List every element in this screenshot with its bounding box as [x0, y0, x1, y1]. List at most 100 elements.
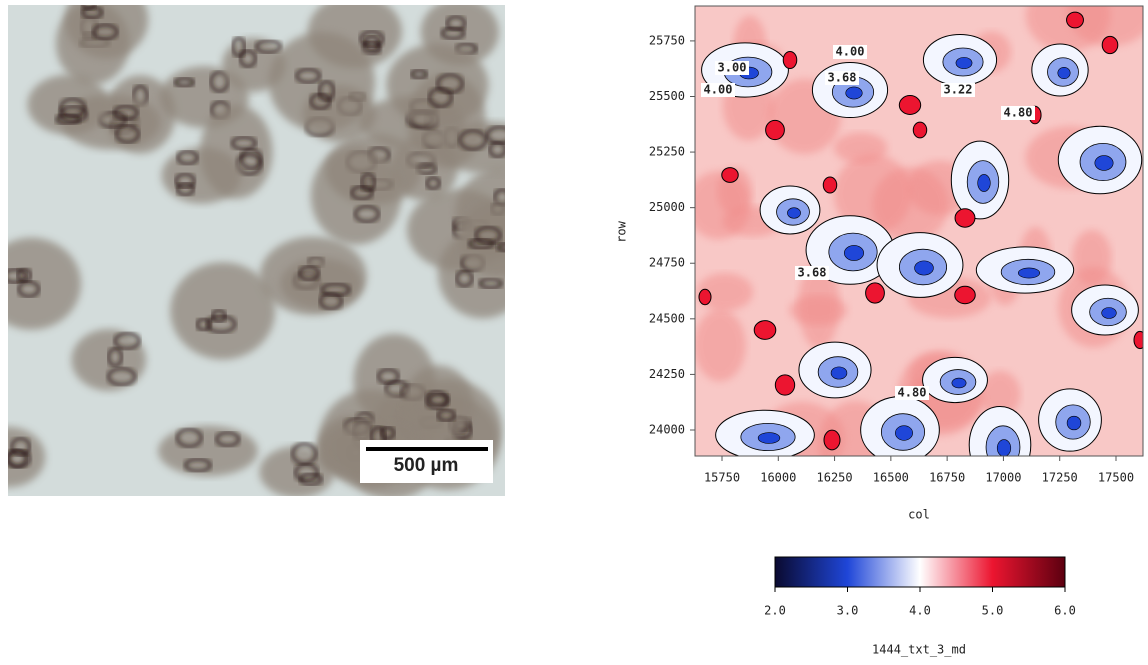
low-center — [996, 439, 1012, 456]
dark-spot — [114, 124, 141, 144]
contour-label-bg — [715, 61, 749, 75]
dark-spot — [436, 408, 457, 423]
low-center — [955, 57, 973, 69]
x-tick-label: 17250 — [1042, 471, 1078, 485]
contour-label: 3.22 — [944, 83, 973, 97]
low-center — [830, 366, 848, 380]
dark-spot — [478, 277, 504, 290]
dark-spot — [424, 389, 449, 410]
dark-spot — [427, 86, 454, 109]
y-tick-label: 24250 — [649, 367, 685, 381]
low-center — [1017, 267, 1041, 279]
x-tick-label: 15750 — [704, 471, 740, 485]
contour-label: 3.68 — [798, 266, 827, 280]
contour-label: 4.80 — [1004, 106, 1033, 120]
low-center — [895, 425, 913, 441]
plot-frame — [694, 5, 1144, 457]
x-tick-label: 16500 — [873, 471, 909, 485]
dark-spot — [91, 23, 119, 41]
colorbar-tick-label: 5.0 — [982, 604, 1004, 618]
y-tick-label: 25250 — [649, 145, 685, 159]
contour-label-bg — [825, 71, 859, 85]
colorbar-tick-label: 6.0 — [1054, 604, 1076, 618]
grain — [8, 237, 82, 330]
y-tick-label: 24000 — [649, 422, 685, 436]
contour-label: 4.00 — [704, 83, 733, 97]
low-center — [1057, 66, 1071, 80]
x-tick-label: 16750 — [929, 471, 965, 485]
contour-label-bg — [1001, 106, 1035, 120]
high-spot — [912, 121, 928, 139]
contour-label: 4.00 — [836, 45, 865, 59]
high-spot — [782, 51, 798, 69]
y-tick-label: 24500 — [649, 311, 685, 325]
dark-spot — [474, 225, 502, 245]
colorbar — [774, 556, 1066, 588]
grain — [161, 147, 242, 204]
grain — [310, 146, 402, 245]
dark-spot — [230, 135, 258, 151]
y-tick-label: 25500 — [649, 89, 685, 103]
dark-spot — [445, 15, 467, 32]
contour-label-bg — [833, 45, 867, 59]
high-spot — [954, 285, 976, 305]
dark-spot — [238, 49, 258, 68]
dark-spot — [8, 449, 32, 469]
dark-spot — [175, 427, 203, 448]
dark-spot — [81, 5, 97, 11]
y-tick-label: 24750 — [649, 256, 685, 270]
dark-spot — [254, 39, 283, 55]
low-center — [1101, 307, 1117, 319]
high-spot — [822, 176, 838, 194]
scale-bar-label: 500 µm — [394, 455, 459, 476]
contour-label-bg — [895, 386, 929, 400]
dark-spot — [10, 437, 32, 457]
x-tick-label: 16250 — [817, 471, 853, 485]
x-tick-label: 16000 — [760, 471, 796, 485]
high-spot — [753, 320, 777, 340]
dark-spot — [298, 472, 323, 486]
dark-spot — [295, 67, 322, 84]
dark-spot — [318, 291, 343, 311]
red-haze — [1072, 229, 1112, 286]
dark-spot — [455, 269, 474, 288]
dark-spot — [173, 76, 196, 88]
y-tick-label: 25750 — [649, 33, 685, 47]
contour-label-bg — [941, 83, 975, 97]
high-spot — [774, 374, 796, 396]
low-center — [844, 245, 864, 261]
red-haze — [798, 260, 840, 349]
dark-spot — [210, 308, 227, 324]
dark-spot — [485, 125, 505, 145]
dark-spot — [176, 149, 199, 166]
dark-spot — [209, 70, 230, 93]
contour-field: 4.00 3.00 4.00 3.68 3.22 4.80 3.68 4.80 — [695, 6, 1143, 456]
dark-spot — [297, 265, 321, 282]
low-center — [914, 260, 934, 276]
dark-spot — [8, 267, 28, 284]
high-spot — [865, 282, 885, 304]
micrograph — [8, 5, 505, 496]
dark-spot — [107, 346, 124, 368]
contour-label-bg — [701, 83, 735, 97]
dark-spot — [360, 40, 382, 56]
dark-spot — [231, 36, 247, 58]
high-spot — [1066, 11, 1084, 29]
x-tick-label: 17000 — [985, 471, 1021, 485]
x-tick-label: 17500 — [1098, 471, 1134, 485]
red-haze — [833, 154, 912, 234]
grain — [64, 5, 149, 59]
dark-spot — [410, 68, 429, 80]
high-spot — [765, 119, 785, 141]
dark-spot — [360, 172, 377, 193]
high-spot — [954, 208, 976, 228]
dark-spot — [113, 331, 141, 351]
low-center — [951, 377, 967, 389]
colorbar-tick-label: 3.0 — [837, 604, 859, 618]
high-spot — [1133, 330, 1143, 350]
dark-spot — [17, 280, 41, 298]
grain — [27, 74, 110, 135]
contour-label-bg — [795, 266, 829, 280]
low-center — [1066, 415, 1082, 431]
